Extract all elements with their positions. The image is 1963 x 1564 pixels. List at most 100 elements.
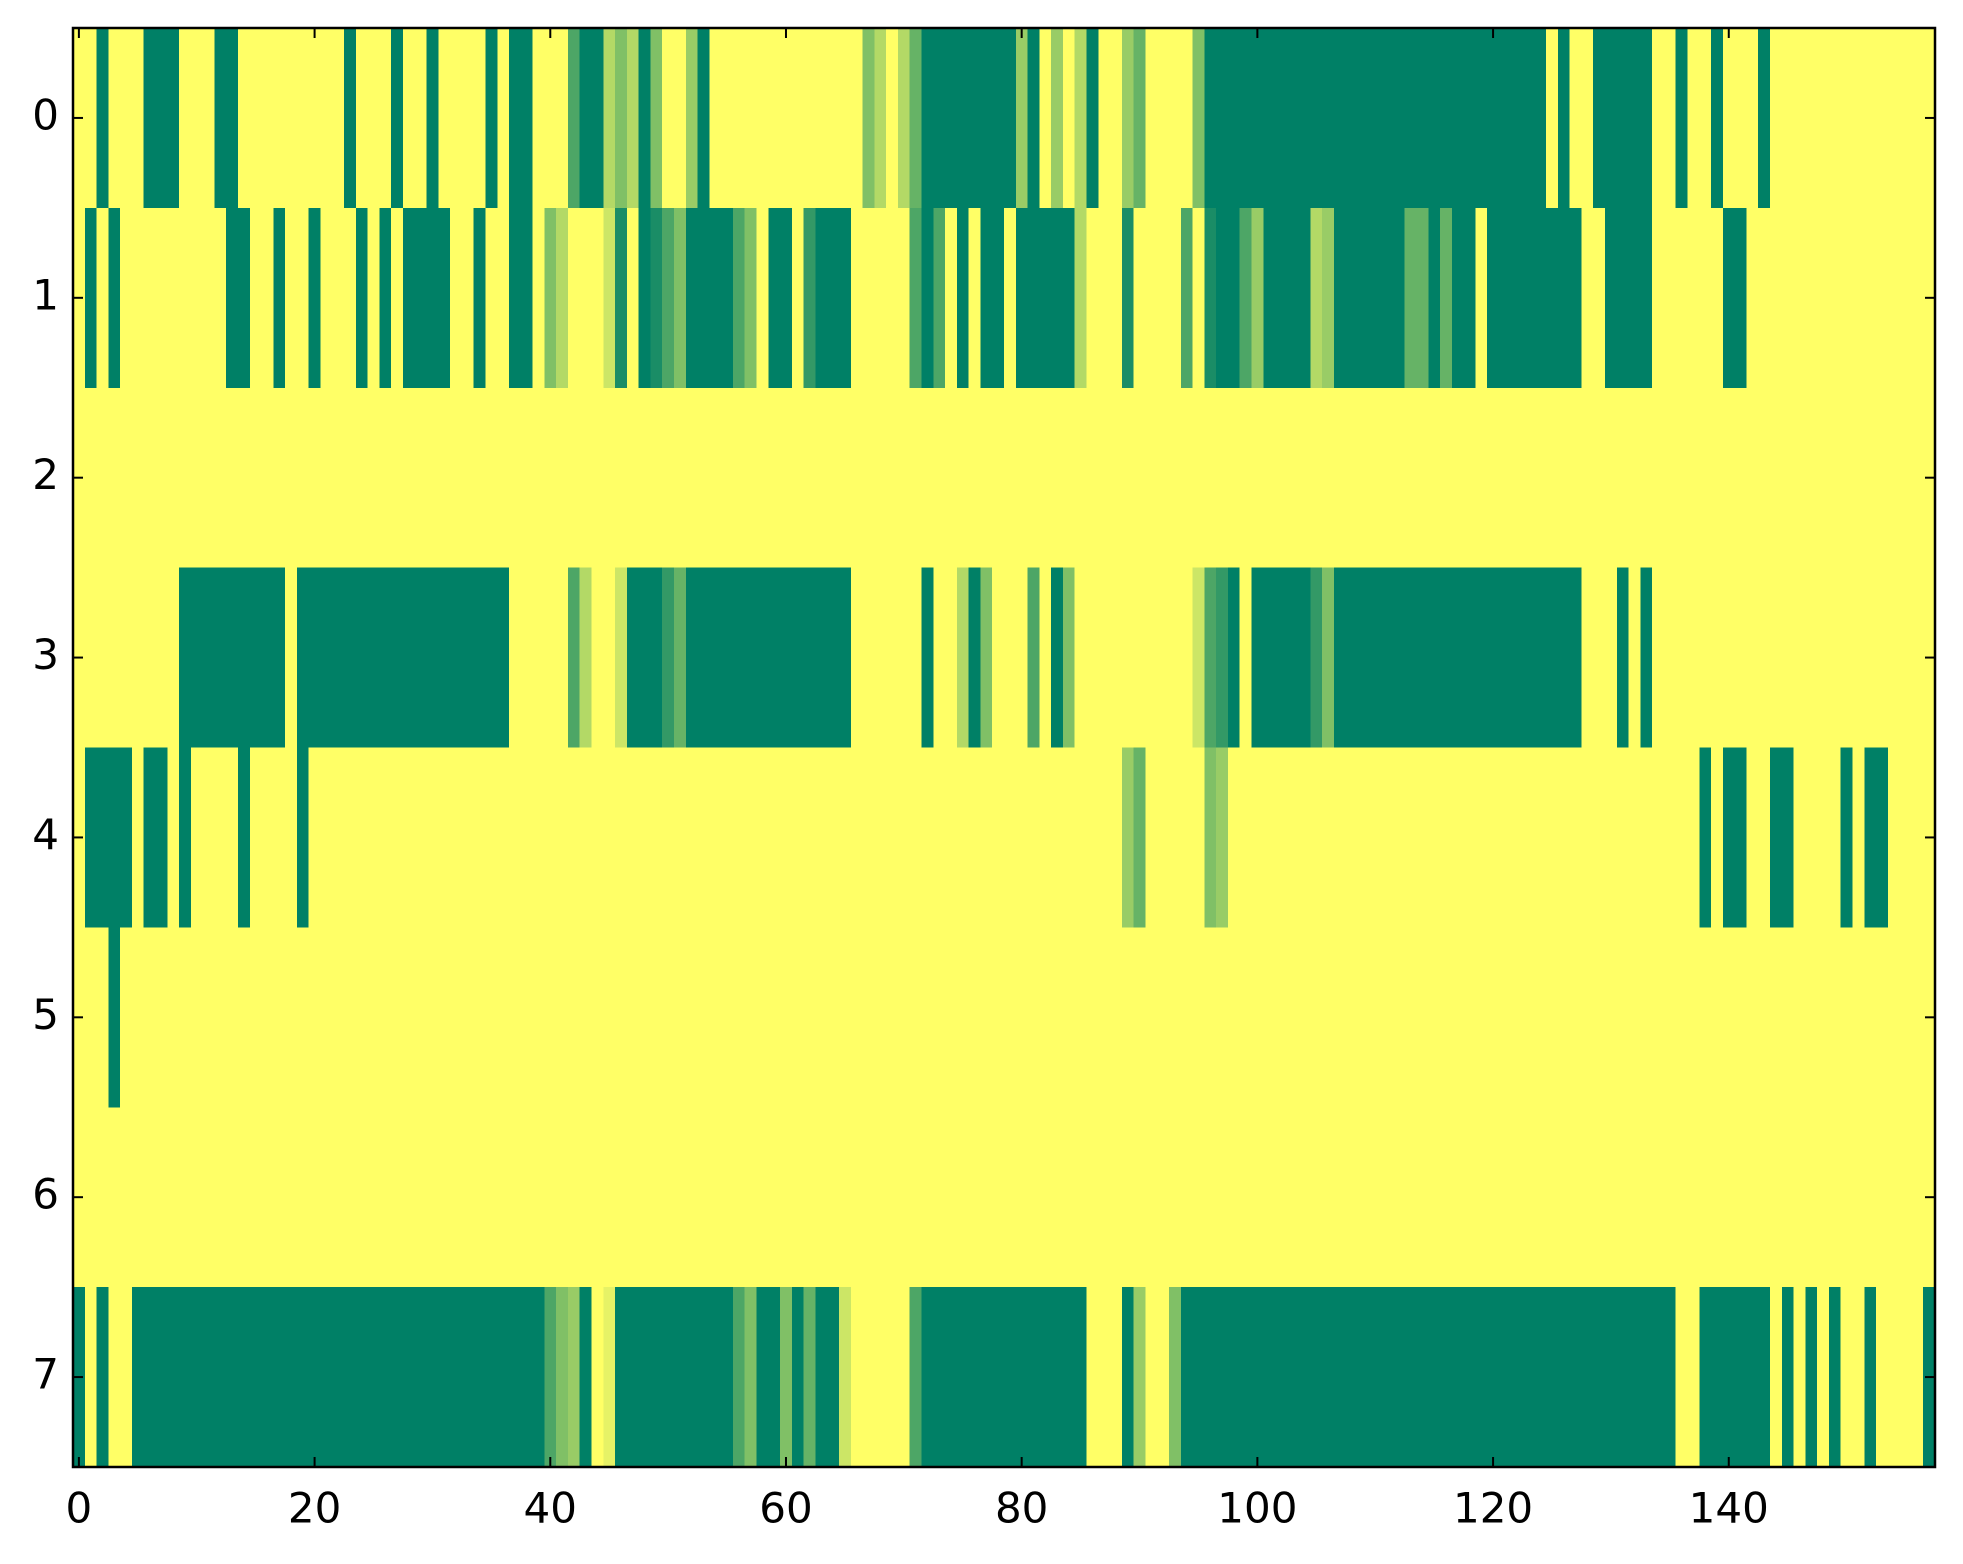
heatmap-cell xyxy=(344,1107,357,1288)
heatmap-cell xyxy=(1805,567,1818,749)
heatmap-cell xyxy=(1451,28,1465,209)
heatmap-cell xyxy=(1322,567,1335,749)
heatmap-cell xyxy=(438,387,451,569)
heatmap-cell xyxy=(662,747,675,928)
heatmap-cell xyxy=(909,747,923,928)
heatmap-cell xyxy=(815,1287,828,1468)
heatmap-cell xyxy=(1298,207,1312,389)
heatmap-cell xyxy=(780,28,793,209)
heatmap-cell xyxy=(1227,387,1241,569)
heatmap-cell xyxy=(1522,567,1535,749)
heatmap-cell xyxy=(509,567,522,749)
heatmap-cell xyxy=(815,207,828,389)
heatmap-cell xyxy=(1817,28,1830,209)
heatmap-cell xyxy=(1275,1287,1288,1468)
heatmap-cell xyxy=(897,567,911,749)
heatmap-cell xyxy=(1239,387,1253,569)
heatmap-cell xyxy=(1864,927,1877,1108)
heatmap-cell xyxy=(249,1107,263,1288)
heatmap-cell xyxy=(768,567,781,749)
heatmap-cell xyxy=(933,567,946,749)
heatmap-cell xyxy=(1498,927,1512,1108)
heatmap-cell xyxy=(1251,207,1264,389)
heatmap-cell xyxy=(897,387,911,569)
y-tick-label: 6 xyxy=(32,1170,59,1219)
heatmap-cell xyxy=(308,1107,322,1288)
heatmap-cell xyxy=(520,927,534,1108)
heatmap-cell xyxy=(1546,207,1559,389)
heatmap-cell xyxy=(638,28,652,209)
heatmap-cell xyxy=(945,1107,958,1288)
heatmap-cell xyxy=(992,1287,1005,1468)
heatmap-cell xyxy=(1133,28,1147,209)
heatmap-cell xyxy=(1098,28,1111,209)
heatmap-cell xyxy=(261,207,274,389)
heatmap-cell xyxy=(780,1287,793,1468)
heatmap-cell xyxy=(1216,567,1229,749)
heatmap-cell xyxy=(744,207,758,389)
heatmap-cell xyxy=(1581,1287,1594,1468)
heatmap-cell xyxy=(1322,28,1335,209)
heatmap-cell xyxy=(1722,927,1736,1108)
heatmap-cell xyxy=(108,1287,121,1468)
heatmap-cell xyxy=(461,387,475,569)
heatmap-cell xyxy=(1310,927,1323,1108)
heatmap-cell xyxy=(344,1287,357,1468)
heatmap-cell xyxy=(344,28,357,209)
heatmap-cell xyxy=(1157,387,1170,569)
heatmap-cell xyxy=(1487,207,1500,389)
heatmap-cell xyxy=(532,1107,545,1288)
heatmap-cell xyxy=(296,927,310,1108)
heatmap-cell xyxy=(1911,387,1924,569)
heatmap-cell xyxy=(839,1287,852,1468)
heatmap-cell xyxy=(84,28,98,209)
heatmap-cell xyxy=(721,207,734,389)
y-tick-label: 2 xyxy=(32,450,59,499)
heatmap-cell xyxy=(556,567,569,749)
heatmap-cell xyxy=(1734,567,1748,749)
heatmap-cell xyxy=(1168,1287,1182,1468)
heatmap-cell xyxy=(1793,387,1806,569)
heatmap-cell xyxy=(909,567,923,749)
heatmap-cell xyxy=(1168,927,1182,1108)
heatmap-cell xyxy=(249,387,263,569)
heatmap-cell xyxy=(1463,1107,1476,1288)
heatmap-cell xyxy=(815,567,828,749)
heatmap-cell xyxy=(1640,747,1653,928)
heatmap-cell xyxy=(190,387,204,569)
heatmap-cell xyxy=(1911,567,1924,749)
heatmap-cell xyxy=(402,927,416,1108)
heatmap-cell xyxy=(685,387,699,569)
heatmap-cell xyxy=(1110,387,1123,569)
heatmap-cell xyxy=(1027,747,1040,928)
heatmap-cell xyxy=(414,387,428,569)
heatmap-cell xyxy=(980,1107,993,1288)
heatmap-cell xyxy=(1817,567,1830,749)
heatmap-cell xyxy=(296,387,310,569)
heatmap-cell xyxy=(1381,387,1394,569)
heatmap-cell xyxy=(379,387,392,569)
heatmap-cell xyxy=(709,747,722,928)
heatmap-cell xyxy=(1121,28,1135,209)
heatmap-cell xyxy=(1522,1287,1535,1468)
heatmap-cell xyxy=(756,1107,769,1288)
heatmap-cell xyxy=(780,567,793,749)
heatmap-cell xyxy=(556,1287,569,1468)
heatmap-cell xyxy=(827,1107,840,1288)
heatmap-cell xyxy=(827,387,840,569)
heatmap-cell xyxy=(685,567,699,749)
heatmap-cell xyxy=(96,387,109,569)
heatmap-cell xyxy=(1322,207,1335,389)
heatmap-cell xyxy=(1121,927,1135,1108)
heatmap-cell xyxy=(1581,387,1594,569)
y-tick-label: 5 xyxy=(32,990,59,1039)
heatmap-cell xyxy=(980,28,993,209)
heatmap-cell xyxy=(1557,207,1571,389)
heatmap-cell xyxy=(1770,1287,1783,1468)
heatmap-cell xyxy=(1864,28,1877,209)
heatmap-cell xyxy=(355,207,369,389)
heatmap-cell xyxy=(1899,567,1913,749)
heatmap-cell xyxy=(497,1107,510,1288)
heatmap-cell xyxy=(1227,567,1241,749)
heatmap-cell xyxy=(473,387,487,569)
